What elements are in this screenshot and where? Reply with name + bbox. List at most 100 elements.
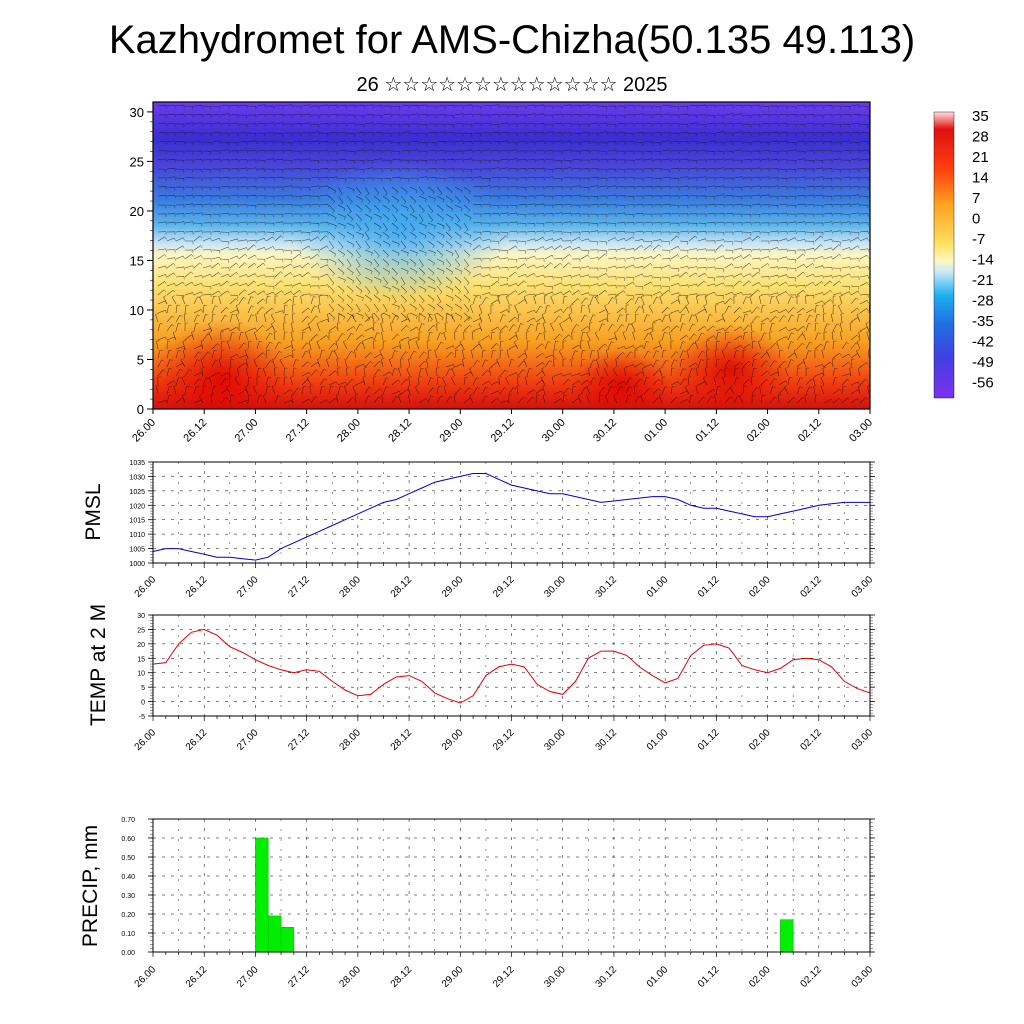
cross-section-tick-label: 28.00 (335, 417, 363, 445)
cross-section-tick-label: 03.00 (847, 417, 875, 445)
precip-tick-label: 29.12 (491, 964, 517, 990)
pmsl-y-tick-label: 1010 (129, 532, 145, 539)
pmsl-tick-label: 26.12 (184, 574, 210, 600)
temp-y-tick-label: 0 (141, 700, 145, 707)
pmsl-y-tick-label: 1005 (129, 547, 145, 554)
temp-tick-label: 29.00 (440, 727, 466, 753)
colorbar-labels: 35 28 21 14 7 0 -7 -14 -21 -28 -35 -42 -49 -56 (972, 108, 994, 392)
cross-section-tick-label: 27.00 (233, 417, 261, 445)
precip-y-tick-label: 0.50 (121, 855, 135, 862)
chart-title: Kazhydromet for AMS-Chizha(50.135 49.113… (108, 18, 916, 62)
warm-core-30 (570, 350, 670, 409)
wind-barbs (155, 104, 870, 404)
precip-tick-label: 02.12 (798, 964, 824, 990)
precip-tick-label: 27.12 (286, 964, 312, 990)
pmsl-series-line (152, 473, 870, 561)
pmsl-tick-label: 27.12 (286, 574, 312, 600)
temp-tick-label: 03.00 (850, 727, 876, 753)
pmsl-tick-label: 28.12 (389, 574, 415, 600)
colorbar-label: 14 (972, 170, 989, 187)
height-tick-label: 20 (130, 204, 144, 219)
colorbar-label: 0 (972, 211, 980, 228)
precip-y-tick-label: 0.20 (121, 912, 135, 919)
precip-y-tick-label: 0.70 (121, 817, 135, 824)
warm-core-26 (153, 320, 290, 409)
pmsl-y-tick-label: 1035 (129, 460, 145, 467)
temp-tick-label: 30.12 (594, 727, 620, 753)
precip-tick-label: 01.12 (696, 964, 722, 990)
height-tick-label: 30 (130, 105, 144, 120)
cross-section-tick-label: 02.12 (796, 417, 824, 445)
pmsl-tick-label: 01.00 (645, 574, 671, 600)
precip-tick-label: 27.00 (235, 964, 261, 990)
temp-tick-label: 27.12 (286, 727, 312, 753)
cross-section-tick-label: 29.12 (489, 417, 517, 445)
precip-y-tick-label: 0.30 (121, 893, 135, 900)
temp-y-tick-label: 10 (137, 671, 145, 678)
pmsl-y-tick-label: 1030 (129, 474, 145, 481)
pmsl-tick-label: 03.00 (850, 574, 876, 600)
precip-bar (780, 919, 794, 953)
precip-bar (255, 837, 269, 953)
temp-y-tick-label: 25 (137, 627, 145, 634)
precip-axes: 0.00 0.10 0.20 0.30 0.40 0.50 0.60 0.70 26.00 26.… (121, 817, 875, 990)
precip-tick-label: 02.00 (747, 964, 773, 990)
temp-y-tick-label: -5 (139, 714, 145, 721)
colorbar-label: -35 (972, 313, 994, 330)
pmsl-y-tick-label: 1000 (129, 561, 145, 568)
pmsl-tick-label: 02.12 (798, 574, 824, 600)
temp-tick-label: 27.00 (235, 727, 261, 753)
cross-section-tick-label: 26.00 (130, 417, 158, 445)
pmsl-y-tick-label: 1015 (129, 518, 145, 525)
colorbar-label: -14 (972, 252, 994, 269)
cross-section-panel: 0 5 10 15 20 25 30 26.00 26.12 27.00 27.12 28.00 28.… (130, 101, 875, 445)
colorbar-label: -21 (972, 272, 994, 289)
pmsl-tick-label: 26.00 (133, 574, 159, 600)
cross-section-tick-label: 28.12 (386, 417, 414, 445)
pmsl-tick-label: 01.12 (696, 574, 722, 600)
colorbar-label: 28 (972, 129, 989, 146)
pmsl-grid (153, 462, 870, 563)
pmsl-tick-label: 30.00 (542, 574, 568, 600)
cross-section-tick-label: 29.00 (437, 417, 465, 445)
temp-tick-label: 29.12 (491, 727, 517, 753)
cross-section-tick-label: 30.00 (540, 417, 568, 445)
cross-section-tick-label: 02.00 (745, 417, 773, 445)
colorbar-label: -28 (972, 293, 994, 310)
temp-tick-label: 01.00 (645, 727, 671, 753)
pmsl-tick-label: 30.12 (594, 574, 620, 600)
temp-panel: -5 0 5 10 15 20 25 30 26.00 26.12 27.00 27.12 28.00 2… (87, 604, 875, 753)
pmsl-tick-label: 29.12 (491, 574, 517, 600)
temp-axis-label: TEMP at 2 M (87, 604, 110, 726)
temp-y-tick-label: 30 (137, 613, 145, 620)
precip-tick-label: 03.00 (850, 964, 876, 990)
precip-tick-label: 30.12 (594, 964, 620, 990)
temp-tick-label: 26.12 (184, 727, 210, 753)
temp-y-tick-label: 20 (137, 642, 145, 649)
temp-series-line (152, 628, 871, 704)
precip-bars (255, 837, 794, 953)
pmsl-tick-label: 02.00 (747, 574, 773, 600)
pmsl-y-tick-label: 1025 (129, 489, 145, 496)
temp-tick-label: 02.12 (798, 727, 824, 753)
precip-y-tick-label: 0.60 (121, 836, 135, 843)
pmsl-axis-label: PMSL (82, 483, 105, 540)
pmsl-tick-label: 28.00 (338, 574, 364, 600)
temp-y-tick-label: 5 (141, 685, 145, 692)
precip-y-tick-label: 0.00 (121, 950, 135, 957)
height-tick-label: 15 (130, 253, 144, 268)
colorbar-label: -56 (972, 375, 994, 392)
temp-tick-label: 26.00 (133, 727, 159, 753)
cross-section-tick-label: 01.12 (694, 417, 722, 445)
precip-tick-label: 30.00 (542, 964, 568, 990)
precip-tick-label: 29.00 (440, 964, 466, 990)
height-tick-label: 10 (130, 303, 144, 318)
cross-section-tick-label: 26.12 (181, 417, 209, 445)
pmsl-panel: 1000 1005 1010 1015 1020 1025 1030 1035 26.00 26.… (82, 460, 875, 600)
colorbar-label: 7 (972, 190, 980, 207)
precip-tick-label: 26.12 (184, 964, 210, 990)
temp-tick-label: 01.12 (696, 727, 722, 753)
height-tick-label: 25 (130, 154, 144, 169)
temp-axes: -5 0 5 10 15 20 25 30 26.00 26.12 27.00 27.12 28.00 2… (133, 613, 876, 753)
